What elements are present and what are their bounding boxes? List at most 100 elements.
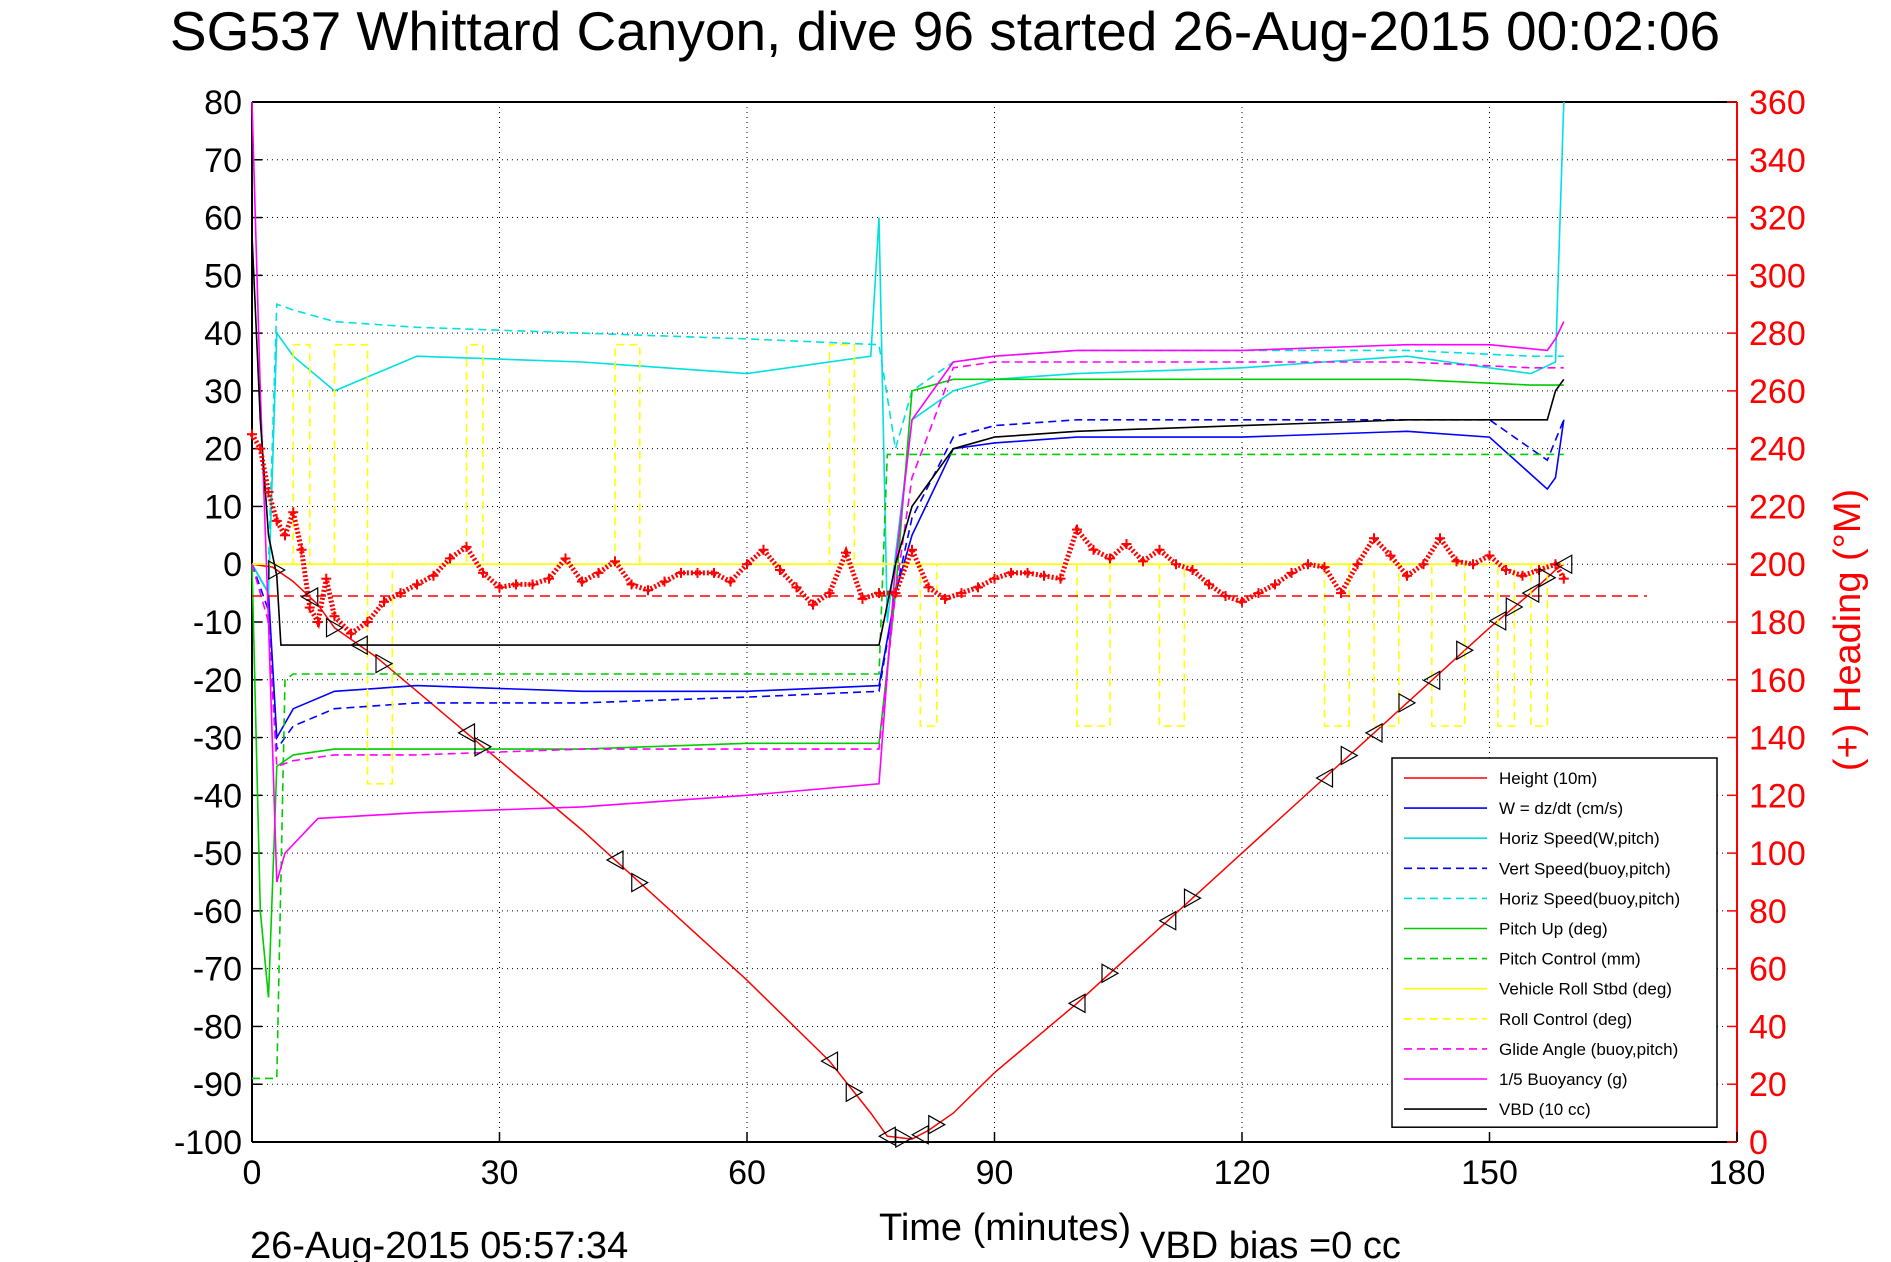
triangle-marker [1101, 963, 1120, 984]
right-y-tick-label: 100 [1749, 835, 1806, 873]
right-y-axis-ticks: 3603403203002802602402202001801601401201… [1727, 84, 1806, 1162]
y-tick-label: -90 [193, 1066, 242, 1104]
legend-label: Vehicle Roll Stbd (deg) [1499, 980, 1672, 999]
legend-label: Vert Speed(buoy,pitch) [1499, 859, 1671, 878]
x-tick-label: 120 [1214, 1154, 1271, 1192]
series-line-0 [251, 563, 1565, 1140]
x-tick-label: 90 [976, 1154, 1014, 1192]
triangle-marker [928, 1114, 946, 1135]
right-y-tick-label: 300 [1749, 257, 1806, 295]
series-line-3 [251, 418, 1565, 752]
y-tick-label: -10 [193, 604, 242, 642]
right-y-tick-label: 320 [1749, 200, 1806, 238]
heading-marker [709, 567, 719, 578]
triangle-marker [1398, 692, 1417, 713]
footer-timestamp: 26-Aug-2015 05:57:34 [250, 1225, 628, 1262]
y-tick-label: -60 [193, 893, 242, 931]
triangle-marker [268, 559, 286, 581]
triangle-marker [1183, 888, 1202, 909]
legend-label: 1/5 Buoyancy (g) [1499, 1070, 1628, 1089]
series-line-5 [251, 378, 1564, 998]
y-tick-label: -40 [193, 777, 242, 815]
y-tick-label: 60 [204, 200, 242, 238]
x-tick-label: 60 [728, 1154, 766, 1192]
triangle-marker [1554, 554, 1573, 575]
right-y-tick-label: 200 [1749, 546, 1806, 584]
x-tick-label: 150 [1461, 1154, 1518, 1192]
series-line-6 [252, 453, 1564, 1080]
legend-label: Pitch Up (deg) [1499, 920, 1608, 939]
right-y-tick-label: 260 [1749, 373, 1806, 411]
y-tick-label: 20 [204, 431, 242, 469]
y-tick-label: -80 [193, 1008, 242, 1046]
y-tick-label: 50 [204, 257, 242, 295]
heading-markers [247, 429, 1647, 639]
heading-marker [1319, 562, 1330, 573]
x-tick-label: 0 [243, 1154, 262, 1192]
right-y-tick-label: 140 [1749, 720, 1806, 758]
y-tick-label: 30 [204, 373, 242, 411]
triangle-marker [1340, 745, 1359, 766]
right-y-tick-label: 0 [1749, 1124, 1768, 1162]
triangle-marker [300, 586, 319, 607]
right-y-tick-label: 340 [1749, 142, 1806, 180]
right-y-tick-label: 120 [1749, 777, 1806, 815]
x-tick-label: 180 [1709, 1154, 1766, 1192]
triangle-marker [1158, 910, 1177, 931]
triangle-marker [1067, 993, 1086, 1014]
series-line-2 [251, 101, 1565, 623]
triangle-marker [350, 635, 368, 656]
y-tick-label: 80 [204, 84, 242, 122]
triangle-marker [474, 736, 493, 757]
triangle-marker [1505, 596, 1524, 618]
y-tick-label: 70 [204, 142, 242, 180]
y-tick-label: 10 [204, 488, 242, 526]
right-y-tick-label: 360 [1749, 84, 1806, 122]
y-tick-label: -30 [193, 720, 242, 758]
legend-box [1391, 757, 1718, 1128]
y-tick-label: 40 [204, 315, 242, 353]
series-line-4 [252, 303, 1564, 566]
right-y-tick-label: 160 [1749, 662, 1806, 700]
y-tick-label: -50 [193, 835, 242, 873]
triangle-marker [911, 1124, 929, 1145]
series-lines [251, 101, 1565, 1140]
right-y-tick-label: 240 [1749, 431, 1806, 469]
triangle-marker [457, 722, 476, 743]
heading-marker [973, 582, 983, 593]
series-line-1 [251, 419, 1565, 741]
heading-trace [249, 432, 1566, 637]
triangle-marker [605, 850, 624, 871]
chart-title: SG537 Whittard Canyon, dive 96 started 2… [170, 0, 1720, 62]
legend-label: VBD (10 cc) [1499, 1100, 1591, 1119]
legend-label: Height (10m) [1499, 769, 1597, 788]
triangle-marker [1315, 767, 1334, 789]
triangle-markers [268, 554, 1573, 1149]
right-y-tick-label: 180 [1749, 604, 1806, 642]
right-y-tick-label: 80 [1749, 893, 1787, 931]
legend-label: Horiz Speed(W,pitch) [1499, 829, 1660, 848]
y-axis-ticks: 80 70 60 50 40 30 20 10 0 -10 -20 -30 -40 -50 -60 -70 -8… [174, 84, 262, 1162]
right-y-axis-label: (+) Heading (°M) [1827, 489, 1869, 771]
triangle-marker [845, 1082, 864, 1103]
x-tick-label: 30 [481, 1154, 519, 1192]
triangle-marker [895, 1128, 913, 1149]
triangle-marker [1364, 722, 1383, 743]
y-tick-label: -20 [193, 662, 242, 700]
triangle-marker [375, 653, 394, 674]
x-axis-ticks: 0 30 60 90 120 150 180 [243, 1132, 1766, 1192]
right-y-tick-label: 20 [1749, 1066, 1787, 1104]
triangle-marker [1422, 670, 1441, 691]
y-tick-label: -100 [174, 1124, 242, 1162]
triangle-marker [1538, 567, 1557, 588]
legend-label: Horiz Speed(buoy,pitch) [1499, 889, 1680, 908]
triangle-marker [325, 617, 344, 638]
right-y-tick-label: 220 [1749, 488, 1806, 526]
heading-marker [1006, 567, 1016, 578]
triangle-marker [631, 872, 649, 893]
triangle-marker [1521, 583, 1540, 604]
series-line-11 [251, 234, 1565, 646]
right-y-tick-label: 280 [1749, 315, 1806, 353]
triangle-marker [820, 1051, 839, 1072]
